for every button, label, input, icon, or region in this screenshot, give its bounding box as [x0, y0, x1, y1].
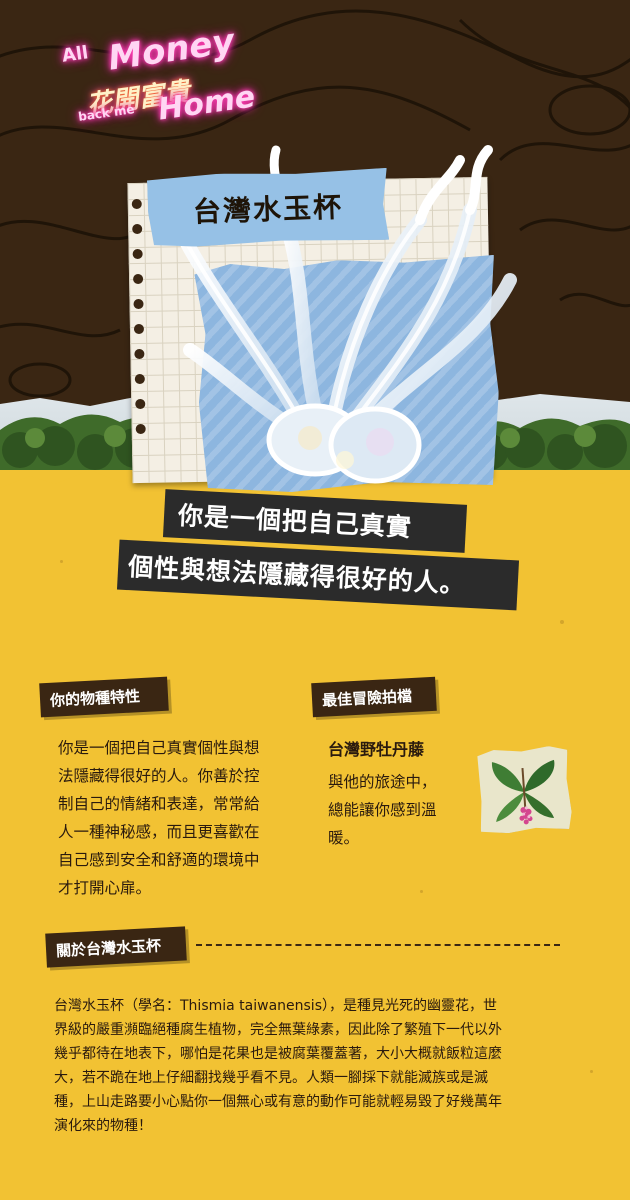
species-title-tag: 台灣水玉杯 [147, 168, 389, 248]
species-line: 人一種神秘感，而且更喜歡在 [58, 823, 260, 841]
partner-name: 台灣野牡丹藤 [328, 740, 425, 759]
species-line: 你是一個把自己真實個性與想 [58, 739, 260, 757]
species-line: 制自己的情緒和表達，常常給 [58, 795, 260, 813]
species-line: 才打開心扉。 [58, 879, 152, 897]
about-line: 台灣水玉杯（學名：Thismia taiwanensis），是種見光死的幽靈花，… [54, 998, 497, 1014]
species-line: 自己感到安全和舒適的環境中 [58, 851, 260, 869]
about-line: 界級的嚴重瀕臨絕種腐生植物，完全無葉綠素，因此除了繁殖下一代以外 [54, 1022, 502, 1038]
ghost-flower-illustration [173, 145, 517, 484]
topographic-pattern [0, 9, 630, 398]
about-species-text: 台灣水玉杯（學名：Thismia taiwanensis），是種見光死的幽靈花，… [54, 994, 584, 1138]
dashed-divider [196, 944, 560, 946]
species-line: 法隱藏得很好的人。你善於控 [58, 767, 260, 785]
species-traits-text: 你是一個把自己真實個性與想 法隱藏得很好的人。你善於控 制自己的情緒和表達，常常… [58, 734, 304, 902]
partner-flower-card [475, 745, 573, 835]
about-line: 種，上山走路要小心點你一個無心或有意的動作可能就輕易毀了好幾萬年 [54, 1094, 502, 1110]
logo-text-money: Money [105, 21, 237, 79]
species-traits-label: 你的物種特性 [39, 676, 169, 718]
about-line: 大，若不跪在地上仔細翻找幾乎看不見。人類一腳採下就能滅族或是滅 [54, 1070, 488, 1086]
partner-line: 總能讓你感到溫 [328, 801, 437, 819]
partner-line: 與他的旅途中， [328, 773, 437, 791]
partner-description: 與他的旅途中， 總能讓你感到溫 暖。 [328, 768, 468, 852]
binder-holes [131, 198, 146, 449]
melastoma-flower-illustration [475, 745, 573, 835]
brand-logo: All Money 花開富貴 back me Home [58, 21, 258, 128]
logo-text-all: All [60, 42, 90, 67]
about-line: 幾乎都待在地表下，哪怕是花果也是被腐葉覆蓋著，大小大概就飯粒這麼 [54, 1046, 502, 1062]
about-line: 演化來的物種！ [54, 1118, 152, 1134]
species-title: 台灣水玉杯 [192, 190, 344, 229]
best-partner-label: 最佳冒險拍檔 [311, 676, 437, 718]
partner-line: 暖。 [328, 829, 360, 847]
